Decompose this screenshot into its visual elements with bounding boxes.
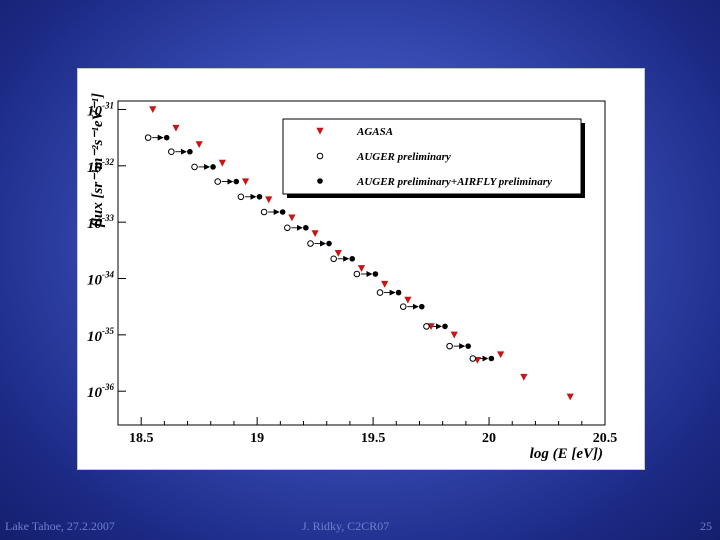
x-tick-label: 19.5 [361, 431, 386, 446]
auger-point [214, 178, 222, 185]
auger-airfly-point [418, 303, 425, 310]
auger-airfly-point [303, 224, 309, 231]
auger-point [423, 323, 430, 330]
legend-box [282, 118, 582, 195]
agasa-point [311, 230, 319, 238]
chart-frame: 18.5 19 19.5 20 20.5 10-31 10-32 10-33 10-34 10-3… [77, 68, 645, 470]
footer-page-number: 25 [700, 519, 712, 533]
y-tick-base: 10 [87, 272, 103, 288]
legend-marker-auger [316, 152, 324, 160]
agasa-point [357, 265, 366, 272]
agasa-point [381, 280, 389, 288]
auger-airfly-point [210, 164, 216, 170]
y-tick-exponent: -35 [102, 326, 114, 336]
auger-airfly-point [163, 134, 170, 141]
y-tick-exponent: -34 [102, 269, 114, 279]
auger-airfly-point [395, 289, 402, 296]
agasa-point [265, 196, 273, 204]
y-tick-base: 10 [87, 103, 103, 119]
auger-point [330, 255, 337, 263]
auger-airfly-point [256, 193, 263, 200]
auger-airfly-point [279, 209, 286, 215]
auger-point [446, 342, 453, 350]
legend-marker-auger-airfly [317, 178, 323, 184]
auger-point [469, 355, 477, 362]
legend-label: AGASA [356, 126, 393, 138]
agasa-point [404, 296, 412, 304]
auger-airfly-point [326, 240, 332, 247]
auger-point [260, 208, 268, 216]
y-tick-base: 10 [87, 329, 103, 345]
agasa-point [195, 141, 203, 148]
agasa-point [172, 124, 180, 132]
auger-airfly-point [488, 355, 495, 362]
agasa-point [241, 178, 250, 186]
y-tick-exponent: -36 [102, 382, 114, 392]
y-tick-base: 10 [87, 385, 103, 401]
auger-point [399, 303, 407, 310]
auger-point [307, 240, 314, 247]
auger-point [376, 289, 384, 296]
y-tick-label: 10-31 [87, 100, 114, 119]
agasa-point [520, 373, 528, 381]
agasa-point [218, 159, 226, 167]
flux-spectrum-chart: 18.5 19 19.5 20 20.510-3110-3210-3310-3410-3… [87, 93, 618, 462]
y-tick-label: 10-35 [87, 326, 114, 345]
auger-point [191, 163, 198, 171]
y-tick-exponent: -33 [102, 213, 114, 223]
auger-point [237, 193, 245, 201]
y-tick-exponent: -32 [102, 157, 114, 167]
legend-label: AUGER preliminary+AIRFLY preliminary [356, 176, 552, 188]
y-axis-title: flux [sr⁻¹m⁻²s⁻¹eV⁻¹] [90, 93, 106, 227]
auger-airfly-point [349, 255, 356, 262]
y-tick-base: 10 [87, 160, 103, 176]
auger-airfly-point [372, 271, 379, 277]
y-tick-label: 10-34 [87, 269, 114, 288]
auger-airfly-point [187, 148, 193, 155]
agasa-point [450, 331, 458, 339]
footer-author-conference: J. Ridky, C2CR07 [302, 519, 390, 533]
footer-venue-date: Lake Tahoe, 27.2.2007 [5, 519, 115, 533]
y-tick-label: 10-33 [87, 213, 114, 232]
auger-point [168, 148, 175, 156]
auger-airfly-point [442, 323, 448, 330]
x-tick-label: 18.5 [129, 431, 154, 446]
legend-marker-agasa [316, 127, 324, 135]
auger-airfly-point [465, 343, 471, 349]
y-tick-label: 10-32 [87, 157, 114, 176]
agasa-point [288, 214, 296, 222]
plot-area-border [117, 100, 606, 426]
y-tick-exponent: -31 [102, 100, 114, 110]
agasa-point [497, 351, 505, 359]
x-tick-label: 19 [250, 431, 264, 446]
x-tick-label: 20 [482, 431, 496, 446]
y-tick-label: 10-36 [87, 382, 114, 401]
agasa-point [566, 393, 574, 401]
auger-airfly-point [233, 178, 240, 185]
x-axis-title: log (E [eV]) [530, 446, 603, 462]
y-tick-base: 10 [87, 216, 103, 232]
agasa-point [149, 106, 157, 114]
auger-point [353, 270, 361, 278]
auger-point [283, 224, 291, 232]
legend-label: AUGER preliminary [356, 151, 451, 163]
x-tick-label: 20.5 [593, 431, 618, 446]
agasa-point [334, 249, 342, 257]
auger-point [144, 134, 152, 141]
